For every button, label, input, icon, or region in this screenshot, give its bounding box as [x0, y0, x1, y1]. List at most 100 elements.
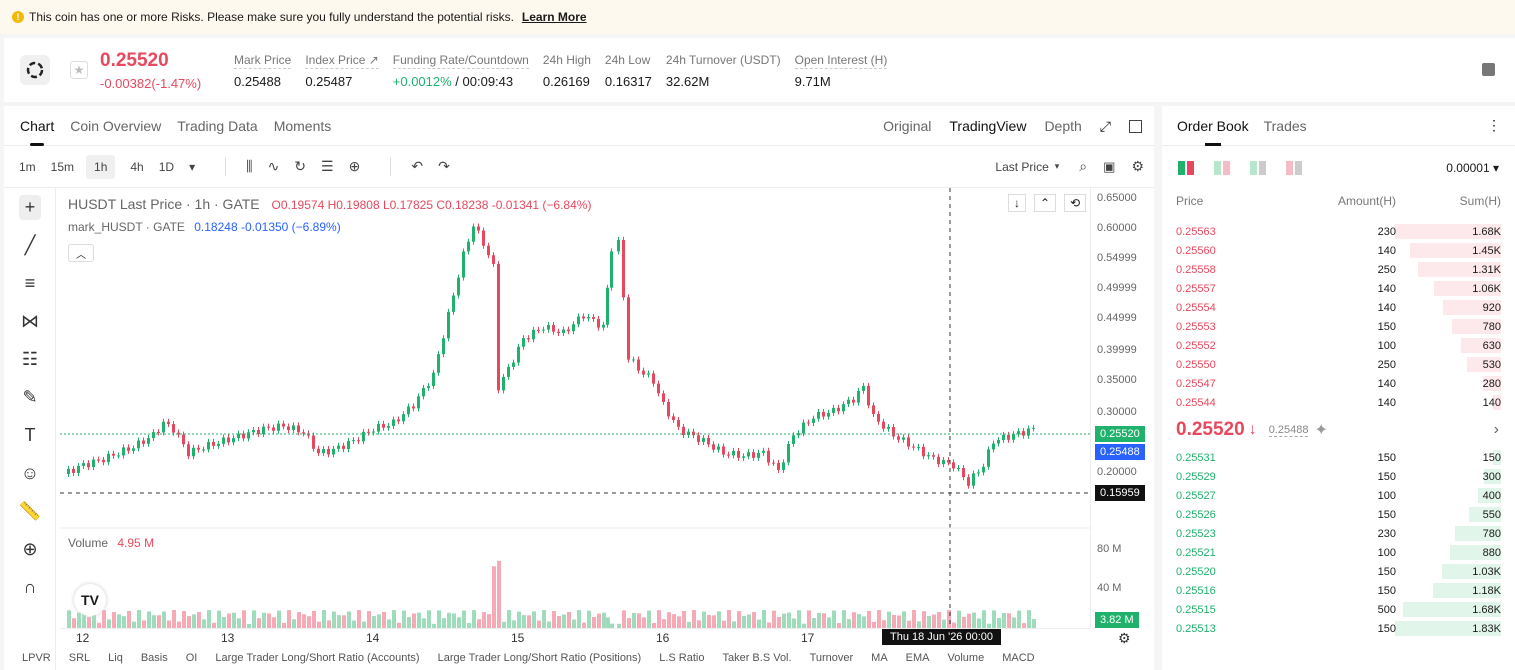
indicator-tab[interactable]: EMA — [905, 652, 930, 664]
indicator-tab[interactable]: MACD — [1002, 652, 1035, 664]
tab-trading-data[interactable]: Trading Data — [177, 117, 258, 134]
book-row[interactable]: 0.25547 140 280 — [1162, 374, 1515, 393]
chart-svg[interactable] — [60, 188, 1090, 628]
view-both-icon[interactable] — [1178, 161, 1194, 175]
refresh-icon[interactable]: ↻ — [294, 158, 307, 174]
index-price-stat[interactable]: Index Price ↗ 0.25487 — [305, 53, 379, 89]
view-tradingview[interactable]: TradingView — [949, 118, 1027, 134]
interval-1d[interactable]: 1D — [158, 159, 175, 174]
tab-coin-overview[interactable]: Coin Overview — [70, 117, 162, 134]
indicator-tab[interactable]: Basis — [140, 652, 168, 664]
fib-tool-icon[interactable]: ☷ — [21, 348, 39, 369]
tab-order-book[interactable]: Order Book — [1177, 106, 1249, 146]
search-icon[interactable]: ⌕ — [1079, 158, 1088, 174]
view-original[interactable]: Original — [883, 118, 932, 134]
view-bids-icon[interactable] — [1214, 161, 1230, 175]
book-row[interactable]: 0.25520 150 1.03K — [1162, 562, 1515, 581]
book-row[interactable]: 0.25558 250 1.31K — [1162, 260, 1515, 279]
book-row[interactable]: 0.25523 230 780 — [1162, 524, 1515, 543]
undo-icon[interactable]: ↶ — [411, 158, 424, 174]
ruler-tool-icon[interactable]: 📏 — [18, 500, 42, 521]
tab-chart[interactable]: Chart — [20, 106, 54, 146]
learn-more-link[interactable]: Learn More — [521, 10, 587, 24]
magnet-tool-icon[interactable]: ∩ — [23, 576, 37, 597]
book-row[interactable]: 0.25527 100 400 — [1162, 486, 1515, 505]
zoom-tool-icon[interactable]: ⊕ — [22, 538, 38, 559]
book-row[interactable]: 0.25552 100 630 — [1162, 336, 1515, 355]
templates-icon[interactable]: ☰ — [321, 158, 334, 174]
book-row[interactable]: 0.25529 150 300 — [1162, 467, 1515, 486]
cycle-icon[interactable]: ⟲ — [1064, 194, 1087, 212]
interval-4h[interactable]: 4h — [130, 159, 144, 174]
trendline-tool-icon[interactable]: ╱ — [24, 234, 36, 255]
book-row[interactable]: 0.25557 140 1.06K — [1162, 279, 1515, 298]
date-axis[interactable]: 12 13 14 15 16 17 Thu 18 Jun '26 00:00 ⚙ — [60, 628, 1131, 648]
interval-15m[interactable]: 15m — [50, 159, 75, 174]
indicator-tab[interactable]: MA — [871, 652, 888, 664]
tab-moments[interactable]: Moments — [273, 117, 332, 134]
view-asks-icon[interactable] — [1250, 161, 1266, 175]
arrow-down-icon[interactable]: ↓ — [1008, 194, 1026, 212]
interval-dropdown-icon[interactable]: ▾ — [189, 159, 196, 174]
indicators-icon[interactable]: ∿ — [267, 158, 280, 174]
book-row[interactable]: 0.25515 500 1.68K — [1162, 600, 1515, 619]
book-row[interactable]: 0.25531 150 150 — [1162, 448, 1515, 467]
ticker-bar: ★ 0.25520 -0.00382(-1.47%) Mark Price 0.2… — [4, 38, 1515, 102]
text-tool-icon[interactable]: T — [24, 424, 36, 445]
indicator-tab[interactable]: Turnover — [809, 652, 854, 664]
volume-bar — [102, 610, 106, 628]
brush-tool-icon[interactable]: ✎ — [22, 386, 38, 407]
indicator-tab[interactable]: L.S Ratio — [659, 652, 705, 664]
book-row[interactable]: 0.25553 150 780 — [1162, 317, 1515, 336]
pattern-tool-icon[interactable]: ⋈ — [21, 310, 39, 331]
chevron-down-icon[interactable]: ▾ — [1054, 161, 1060, 171]
volume-bar — [647, 610, 651, 628]
candlestick-chart[interactable]: HUSDT Last Price · 1h · GATE O0.19574 H0… — [60, 188, 1090, 628]
indicator-tab[interactable]: Volume — [947, 652, 985, 664]
camera-icon[interactable]: ▣ — [1103, 158, 1116, 174]
tradingview-logo-icon[interactable]: TV — [74, 584, 106, 616]
precision-select[interactable]: 0.00001 ▾ — [1446, 161, 1499, 175]
expand-icon[interactable]: ⤢ — [1099, 117, 1111, 134]
book-row[interactable]: 0.25563 230 1.68K — [1162, 222, 1515, 241]
view-depth[interactable]: Depth — [1044, 118, 1082, 134]
book-row[interactable]: 0.25544 140 140 — [1162, 393, 1515, 412]
indicator-tab[interactable]: Liq — [108, 652, 123, 664]
price-axis[interactable]: 0.65000 0.60000 0.54999 0.49999 0.44999 0.399… — [1090, 188, 1154, 628]
mid-price-row: 0.25520 ↓ 0.25488 ✦ › — [1162, 412, 1515, 448]
chevron-right-icon[interactable]: › — [1493, 421, 1499, 438]
indicator-tab[interactable]: Large Trader Long/Short Ratio (Positions… — [437, 652, 642, 664]
add-icon[interactable]: ⊕ — [348, 158, 361, 174]
fullscreen-icon[interactable] — [1129, 119, 1142, 133]
redo-icon[interactable]: ↷ — [438, 158, 450, 174]
crosshair-tool-icon[interactable]: + — [4, 188, 56, 226]
volume-axis-40: 40 M — [1097, 582, 1122, 594]
indicator-tab[interactable]: SRL — [68, 652, 91, 664]
book-row[interactable]: 0.25513 150 1.83K — [1162, 619, 1515, 638]
indicator-tab[interactable]: LPVR — [22, 652, 51, 664]
emoji-tool-icon[interactable]: ☺ — [20, 462, 40, 483]
candle-type-icon[interactable]: ⫼ — [246, 158, 253, 174]
collapse-icon[interactable]: ⌃ — [1034, 194, 1057, 212]
book-row[interactable]: 0.25560 140 1.45K — [1162, 241, 1515, 260]
book-row[interactable]: 0.25526 150 550 — [1162, 505, 1515, 524]
gear-icon[interactable]: ⚙ — [1131, 158, 1144, 174]
book-row[interactable]: 0.25516 150 1.18K — [1162, 581, 1515, 600]
collapse-legend-button[interactable]: ︿ — [68, 244, 94, 262]
tab-trades[interactable]: Trades — [1263, 117, 1307, 134]
book-row[interactable]: 0.25521 100 880 — [1162, 543, 1515, 562]
interval-1m[interactable]: 1m — [19, 159, 36, 174]
last-price-select[interactable]: Last Price — [995, 159, 1049, 174]
indicator-tab[interactable]: OI — [185, 652, 198, 664]
interval-1h[interactable]: 1h — [86, 154, 116, 179]
book-icon[interactable] — [1482, 63, 1495, 76]
book-row[interactable]: 0.25554 140 920 — [1162, 298, 1515, 317]
view-depth-icon[interactable] — [1286, 161, 1302, 175]
indicator-tab[interactable]: Large Trader Long/Short Ratio (Accounts) — [215, 652, 420, 664]
settings-icon[interactable]: ⚙ — [1118, 630, 1131, 646]
horizontal-lines-tool-icon[interactable]: ≡ — [24, 272, 36, 293]
more-icon[interactable]: ⋮ — [1487, 117, 1501, 133]
favorite-star-icon[interactable]: ★ — [70, 61, 88, 79]
indicator-tab[interactable]: Taker B.S Vol. — [722, 652, 792, 664]
book-row[interactable]: 0.25550 250 530 — [1162, 355, 1515, 374]
